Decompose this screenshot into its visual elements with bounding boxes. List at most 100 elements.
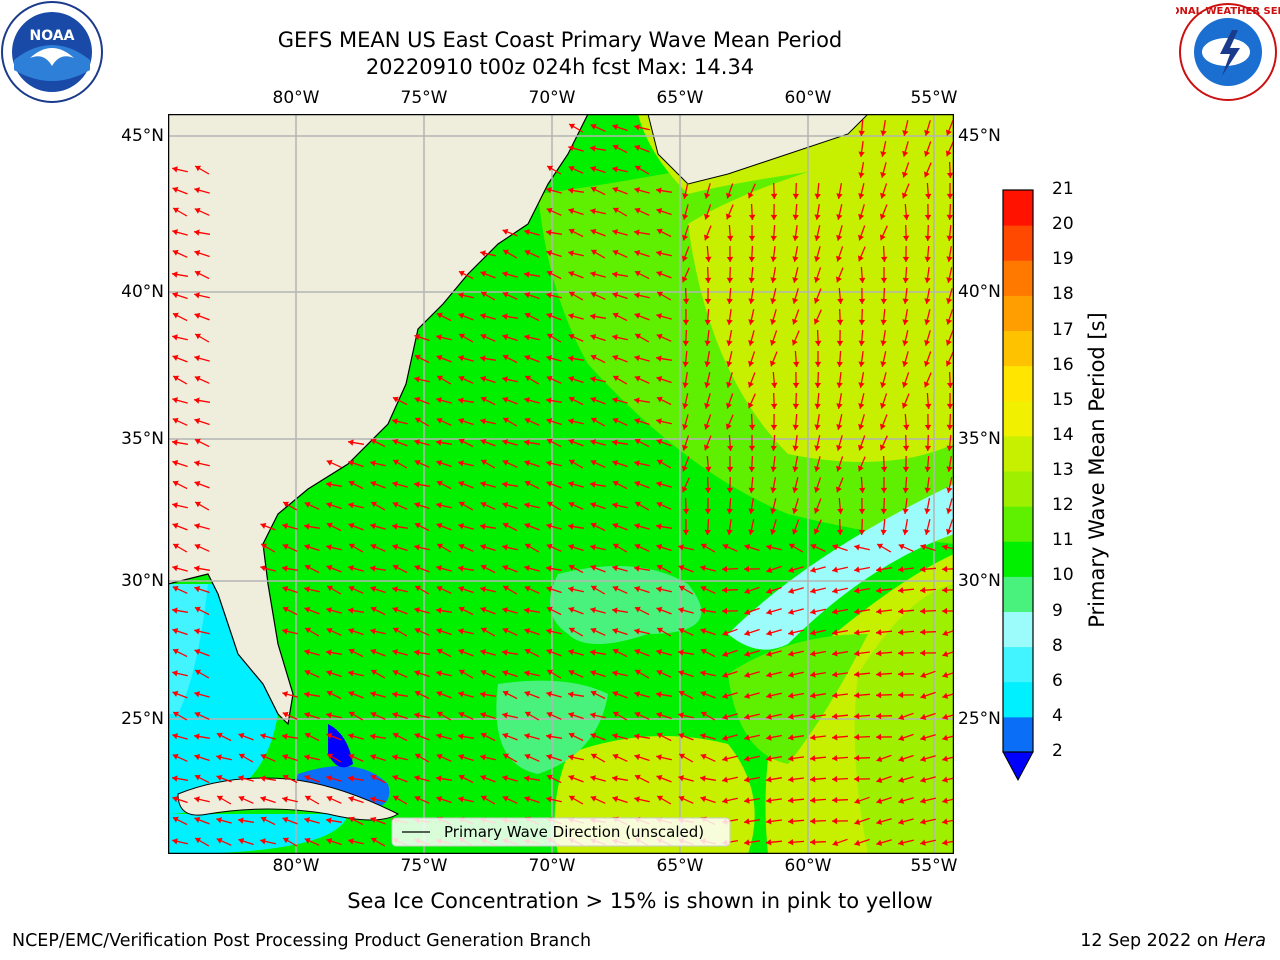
wave-vector-arrowhead (902, 256, 910, 262)
wave-vector-arrowhead (858, 444, 864, 451)
wave-vector-arrowhead (590, 145, 596, 152)
wave-vector-arrowhead (832, 817, 838, 825)
wave-vector-arrowhead (898, 691, 904, 699)
wave-vector-arrowhead (480, 712, 487, 719)
wave-vector-arrowhead (172, 628, 179, 635)
wave-vector-arrowhead (172, 775, 178, 782)
wave-vector-arrowhead (480, 333, 487, 340)
wave-vector-arrowhead (942, 839, 948, 846)
wave-vector-arrowhead (348, 816, 355, 823)
wave-vector-arrowhead (591, 417, 598, 424)
wave-vector-arrowhead (681, 465, 688, 472)
wave-vector-arrowhead (216, 732, 223, 739)
wave-vector-arrowhead (814, 382, 822, 388)
wave-vector-arrowhead (678, 544, 684, 551)
wave-vector-arrowhead (458, 397, 464, 404)
wave-vector-arrowhead (547, 333, 554, 340)
wave-vector-arrowhead (656, 564, 663, 571)
wave-vector-arrowhead (766, 734, 772, 741)
wave-vector-arrowhead (502, 502, 509, 509)
wave-vector-arrowhead (326, 817, 332, 824)
wave-vector-arrowhead (326, 459, 333, 466)
wave-vector-arrowhead (393, 627, 400, 634)
wave-vector-arrowhead (903, 214, 910, 220)
colorbar-tick-label: 14 (1052, 424, 1074, 445)
wave-vector-arrowhead (924, 466, 931, 472)
wave-vector-arrowhead (858, 193, 865, 199)
wave-vector-arrowhead (704, 529, 711, 535)
chart-title: GEFS MEAN US East Coast Primary Wave Mea… (277, 28, 843, 52)
wave-vector-arrowhead (194, 480, 201, 487)
wave-vector-arrowhead (568, 501, 575, 508)
wave-vector-arrowhead (858, 403, 865, 409)
wave-vector-arrowhead (370, 711, 377, 718)
wave-vector-arrowhead (590, 544, 596, 551)
wave-vector-arrowhead (503, 417, 510, 424)
wave-vector-arrowhead (216, 817, 222, 824)
wave-vector-arrowhead (502, 228, 509, 235)
wave-vector-arrowhead (880, 151, 887, 157)
wave-vector-arrowhead (612, 585, 619, 592)
wave-vector-arrowhead (656, 250, 662, 257)
wave-vector-arrowhead (898, 587, 904, 594)
wave-vector-arrowhead (792, 318, 798, 325)
wave-vector-arrowhead (722, 713, 729, 720)
wave-vector-arrowhead (634, 250, 641, 257)
wave-vector-arrowhead (524, 648, 531, 655)
wave-vector-arrowhead (859, 487, 866, 493)
wave-vector-arrowhead (792, 382, 800, 388)
wave-vector-arrowhead (854, 798, 861, 804)
lon-label-top: 75°W (400, 88, 448, 108)
wave-vector-arrowhead (880, 402, 887, 409)
wave-vector-arrowhead (436, 502, 442, 509)
wave-vector-arrowhead (748, 466, 756, 472)
wave-vector-arrowhead (414, 795, 421, 802)
wave-vector-arrowhead (568, 774, 575, 781)
wave-vector-arrowhead (238, 795, 245, 802)
wave-vector-arrowhead (656, 501, 663, 508)
wave-vector-arrowhead (547, 165, 554, 172)
wave-vector-arrowhead (810, 755, 816, 762)
wave-vector-arrowhead (304, 649, 310, 656)
wave-vector-arrowhead (810, 650, 816, 657)
wave-vector-arrowhead (436, 796, 443, 803)
wave-vector-arrowhead (282, 691, 288, 698)
wave-vector-arrowhead (656, 355, 662, 362)
wave-vector-arrowhead (546, 355, 552, 362)
wave-vector-arrowhead (814, 340, 822, 346)
wave-vector-arrowhead (657, 459, 664, 466)
wave-vector-arrowhead (836, 403, 843, 409)
wave-vector-arrowhead (770, 214, 778, 220)
wave-vector-arrowhead (393, 459, 400, 466)
wave-vector-arrowhead (726, 277, 734, 283)
wave-vector-arrowhead (902, 171, 909, 178)
wave-vector-arrowhead (612, 690, 619, 697)
wave-vector-arrowhead (792, 487, 799, 493)
wave-vector-arrowhead (524, 480, 531, 487)
wave-vector-arrowhead (788, 713, 794, 720)
wave-vector-arrowhead (946, 214, 954, 220)
wave-vector-arrowhead (920, 818, 926, 825)
wave-vector-arrowhead (810, 671, 816, 678)
wave-vector-arrowhead (942, 544, 948, 551)
wave-vector-arrowhead (836, 340, 844, 346)
wave-vector-arrowhead (854, 692, 860, 699)
wave-vector-arrowhead (415, 753, 422, 760)
wave-vector-arrowhead (656, 691, 662, 698)
wave-vector-arrowhead (524, 460, 531, 467)
wave-vector-arrowhead (836, 382, 843, 388)
wave-vector-arrowhead (788, 734, 794, 741)
wave-vector-arrowhead (682, 298, 690, 304)
wave-vector-arrowhead (590, 502, 597, 509)
wave-vector-arrowhead (634, 418, 641, 425)
wave-vector-arrowhead (814, 235, 821, 241)
wave-vector-arrowhead (836, 465, 843, 472)
wave-vector-arrowhead (370, 648, 377, 655)
wave-vector-arrowhead (458, 375, 465, 382)
wave-vector-arrowhead (924, 508, 931, 514)
wave-vector-arrowhead (704, 192, 711, 199)
wave-vector-arrowhead (837, 508, 844, 514)
wave-vector-arrowhead (924, 298, 931, 304)
wave-vector-arrowhead (502, 690, 509, 697)
wave-vector-arrowhead (326, 502, 333, 509)
